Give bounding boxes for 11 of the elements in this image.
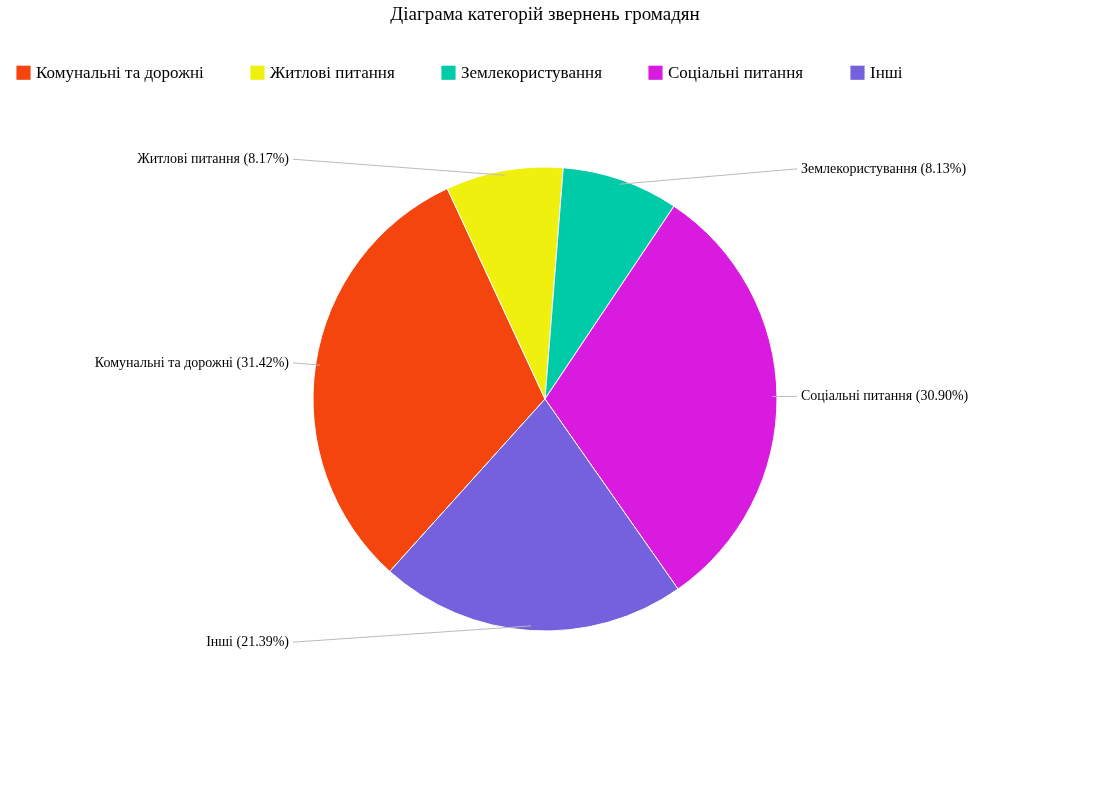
data-label: Житлові питання (8.17%)	[137, 151, 290, 168]
data-label: Соціальні питання (30.90%)	[801, 388, 969, 405]
legend-label: Житлові питання	[270, 62, 395, 82]
legend-label: Соціальні питання	[668, 62, 804, 82]
data-label: Землекористування (8.13%)	[801, 160, 967, 177]
chart-title: Діаграма категорій звернень громадян	[390, 3, 700, 24]
data-label: Комунальні та дорожні (31.42%)	[94, 354, 290, 371]
data-label: Інші (21.39%)	[206, 634, 290, 651]
legend-label: Інші	[870, 62, 903, 82]
legend-label: Землекористування	[461, 62, 603, 82]
legend-label: Комунальні та дорожні	[36, 62, 205, 82]
